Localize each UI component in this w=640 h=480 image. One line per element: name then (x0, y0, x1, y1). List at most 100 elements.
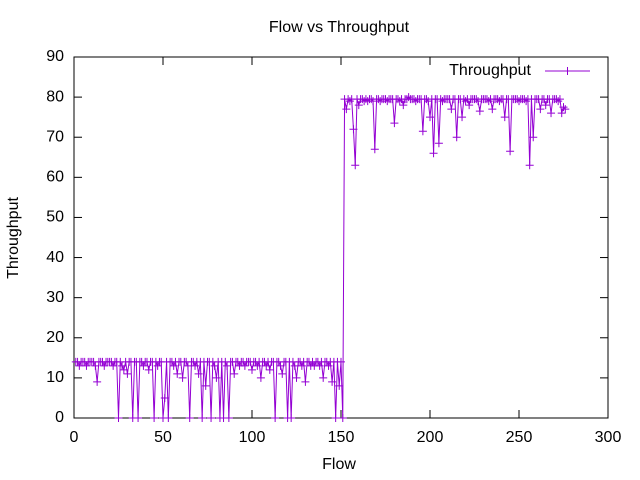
point-marker (198, 414, 207, 422)
point-marker (119, 365, 128, 374)
point-marker (475, 107, 484, 116)
point-marker (153, 361, 162, 370)
point-marker (337, 357, 345, 366)
point-marker (139, 361, 148, 370)
point-marker (559, 103, 568, 112)
point-marker (461, 97, 470, 106)
point-marker (160, 393, 169, 402)
point-marker (554, 97, 563, 106)
point-marker (253, 361, 262, 370)
point-marker (426, 113, 434, 122)
point-marker (185, 414, 194, 422)
point-marker (100, 361, 109, 370)
point-marker (191, 361, 200, 370)
point-marker (173, 369, 182, 378)
point-marker (134, 414, 143, 422)
point-marker (178, 373, 187, 382)
point-marker (395, 97, 404, 106)
point-marker (376, 97, 385, 106)
point-marker (488, 105, 497, 114)
x-tick-label: 200 (417, 429, 444, 446)
point-marker (525, 161, 534, 170)
x-axis-label: Flow (322, 456, 356, 473)
point-marker (324, 361, 333, 370)
point-marker (290, 361, 299, 370)
point-marker (183, 361, 192, 370)
y-tick-label: 10 (46, 369, 64, 386)
point-marker (522, 97, 531, 106)
y-tick-label: 0 (55, 409, 64, 426)
point-marker (515, 97, 523, 106)
point-marker (429, 149, 438, 158)
point-marker (342, 105, 351, 114)
point-marker (224, 414, 233, 422)
point-marker (315, 361, 324, 370)
point-marker (561, 105, 570, 114)
point-marker (230, 369, 239, 378)
point-marker (331, 414, 340, 422)
point-marker (319, 373, 328, 382)
point-marker (301, 377, 310, 386)
y-tick-label: 40 (46, 249, 64, 266)
point-marker (256, 373, 265, 382)
point-marker (265, 365, 274, 374)
point-marker (411, 97, 420, 106)
point-marker (144, 365, 153, 374)
point-marker (370, 145, 379, 154)
x-tick-label: 50 (154, 429, 172, 446)
point-marker (424, 97, 433, 106)
point-marker (345, 97, 354, 106)
point-marker (404, 93, 413, 102)
point-marker (500, 113, 509, 122)
y-axis-label: Throughput (5, 197, 22, 279)
point-marker (201, 381, 210, 390)
point-marker (150, 414, 159, 422)
point-marker (335, 381, 344, 390)
point-marker (164, 414, 173, 422)
x-tick-label: 250 (506, 429, 533, 446)
point-marker (278, 369, 287, 378)
point-marker (292, 373, 301, 382)
point-marker (75, 361, 84, 370)
point-marker (369, 97, 378, 106)
point-marker (338, 414, 347, 422)
point-marker (271, 414, 280, 422)
point-marker (349, 125, 358, 134)
point-marker (297, 361, 306, 370)
point-marker (207, 414, 216, 422)
point-marker (287, 414, 296, 422)
point-marker (399, 101, 408, 110)
point-marker (484, 97, 493, 106)
point-marker (541, 101, 550, 110)
point-marker (248, 365, 256, 374)
chart-title: Flow vs Throughput (269, 19, 410, 36)
x-tick-label: 0 (70, 429, 79, 446)
point-marker (555, 95, 564, 104)
point-marker (434, 139, 443, 148)
point-marker (452, 133, 461, 142)
point-marker (557, 109, 566, 118)
point-marker (354, 101, 363, 110)
point-marker (447, 105, 456, 114)
x-tick-label: 300 (595, 429, 622, 446)
y-tick-label: 20 (46, 329, 64, 346)
point-marker (276, 361, 285, 370)
point-marker (93, 377, 102, 386)
y-tick-label: 50 (46, 209, 64, 226)
point-marker (118, 361, 127, 370)
y-tick-label: 80 (46, 88, 64, 105)
point-marker (536, 105, 545, 114)
point-marker (82, 361, 91, 370)
point-marker (262, 361, 271, 370)
point-marker (223, 361, 232, 370)
point-marker (529, 133, 538, 142)
legend-label: Throughput (449, 62, 531, 79)
legend-marker (563, 67, 572, 75)
x-tick-label: 100 (239, 429, 266, 446)
point-marker (123, 369, 132, 378)
point-marker (351, 161, 360, 170)
point-marker (91, 361, 100, 370)
point-marker (328, 377, 337, 386)
point-marker (465, 101, 474, 110)
